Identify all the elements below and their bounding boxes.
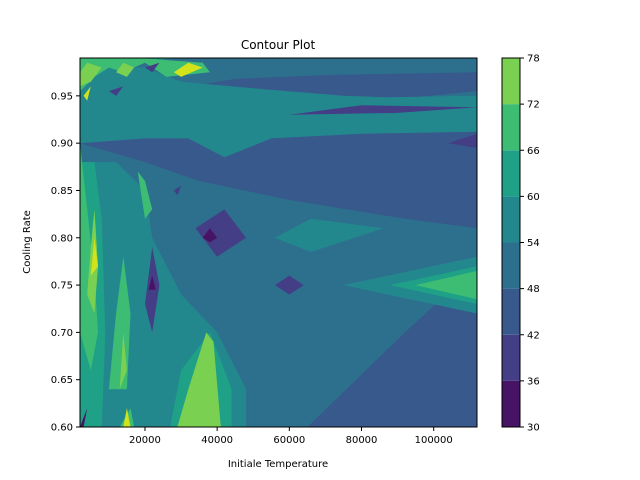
contour-region <box>177 332 221 427</box>
contour-region <box>415 270 477 300</box>
contour-region <box>90 237 98 276</box>
y-tick-label: 0.95 <box>51 91 73 102</box>
contour-region <box>173 62 203 77</box>
contour-region <box>116 62 135 77</box>
colorbar-swatch <box>502 150 520 197</box>
contour-region <box>80 58 210 92</box>
colorbar-tick-label: 30 <box>527 423 540 434</box>
contour-region <box>80 408 88 427</box>
colorbar-swatch <box>502 334 520 381</box>
contour-region <box>80 62 102 87</box>
contour-region <box>145 62 160 73</box>
contour-region <box>119 332 127 390</box>
contour-region <box>173 185 182 196</box>
x-axis: 20000 40000 60000 80000 100000 <box>129 427 453 446</box>
colorbar-tick-label: 42 <box>527 330 540 341</box>
contour-region <box>274 275 304 295</box>
y-tick-label: 0.70 <box>51 328 73 339</box>
colorbar-swatch <box>502 196 520 243</box>
colorbar-tick-label: 48 <box>527 284 540 295</box>
x-tick-label: 40000 <box>201 435 233 446</box>
y-tick-label: 0.65 <box>51 375 73 386</box>
y-axis: 0.60 0.65 0.70 0.75 0.80 0.85 0.90 0.95 <box>51 91 80 434</box>
contour-region <box>137 171 153 219</box>
contour-region <box>195 209 246 257</box>
y-tick-label: 0.90 <box>51 139 73 150</box>
colorbar-tick-label: 72 <box>527 100 540 111</box>
chart-title: Contour Plot <box>241 38 316 52</box>
colorbar-tick-label: 36 <box>527 376 540 387</box>
y-tick-label: 0.85 <box>51 186 73 197</box>
colorbar-tick-label: 78 <box>527 54 540 65</box>
colorbar-tick-label: 54 <box>527 238 540 249</box>
colorbar-swatch <box>502 242 520 289</box>
contour-region <box>123 408 131 427</box>
plot-area <box>80 58 477 427</box>
x-axis-label: Initiale Temperature <box>228 459 328 470</box>
y-axis-label: Cooling Rate <box>22 210 33 274</box>
colorbar-swatch <box>502 288 520 335</box>
colorbar-tick-label: 66 <box>527 146 540 157</box>
y-tick-label: 0.60 <box>51 423 73 434</box>
contour-region <box>83 86 91 101</box>
x-tick-label: 20000 <box>129 435 161 446</box>
x-tick-label: 80000 <box>346 435 378 446</box>
plot-frame <box>79 57 478 428</box>
contour-region <box>289 105 477 115</box>
contour-region <box>108 86 124 96</box>
x-tick-label: 100000 <box>415 435 453 446</box>
colorbar-swatch <box>502 58 520 105</box>
colorbar-swatch <box>502 380 520 427</box>
contour-region <box>148 275 156 290</box>
y-tick-label: 0.75 <box>51 281 73 292</box>
x-tick-label: 60000 <box>273 435 305 446</box>
contour-region <box>202 228 218 243</box>
colorbar-swatch <box>502 104 520 151</box>
colorbar: 30 36 42 48 54 60 66 72 78 <box>501 54 540 434</box>
contour-region <box>274 218 384 252</box>
contour-region <box>448 133 477 148</box>
contour-region <box>80 67 477 158</box>
colorbar-tick-label: 60 <box>527 192 540 203</box>
y-tick-label: 0.80 <box>51 233 73 244</box>
contour-region <box>80 143 98 371</box>
